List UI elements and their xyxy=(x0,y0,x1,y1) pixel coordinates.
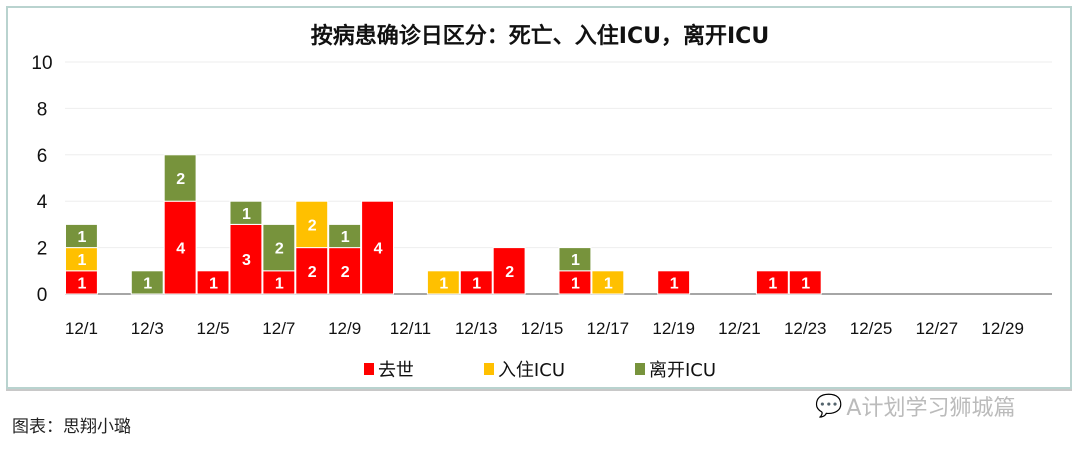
watermark: 💬 A计划学习狮城篇 xyxy=(815,390,1015,422)
x-tick-label: 12/7 xyxy=(262,319,295,338)
data-label: 2 xyxy=(341,264,350,281)
data-label: 1 xyxy=(670,275,679,292)
wechat-icon: 💬 xyxy=(815,393,843,419)
data-label: 1 xyxy=(143,275,152,292)
bar-segment xyxy=(196,270,230,295)
legend-label: 入住ICU xyxy=(497,360,565,381)
legend-swatch xyxy=(483,363,494,375)
y-tick-label: 6 xyxy=(37,146,48,167)
bar-segment xyxy=(591,270,625,295)
x-tick-label: 12/25 xyxy=(850,319,893,338)
data-label: 1 xyxy=(275,275,284,292)
caption: 图表：思翔小璐 xyxy=(12,417,131,437)
y-tick-label: 0 xyxy=(37,285,48,306)
watermark-text: A计划学习狮城篇 xyxy=(846,396,1016,421)
legend-swatch xyxy=(363,363,374,375)
bar-segment xyxy=(295,200,329,249)
bar-segment xyxy=(459,270,493,295)
chart-title: 按病患确诊日区分：死亡、入住ICU，离开ICU xyxy=(310,24,770,49)
data-label: 2 xyxy=(176,171,185,188)
legend-item-icu-out: 离开ICU xyxy=(635,356,716,382)
data-label: 1 xyxy=(209,275,218,292)
bar-segment xyxy=(328,223,362,249)
legend-label: 离开ICU xyxy=(649,360,717,381)
y-tick-label: 4 xyxy=(37,192,48,213)
x-tick-label: 12/9 xyxy=(328,319,361,338)
data-label: 1 xyxy=(341,229,350,246)
bar-segment xyxy=(163,154,197,202)
x-tick-label: 12/21 xyxy=(718,319,761,338)
bar-segment xyxy=(492,247,526,295)
y-tick-label: 2 xyxy=(37,239,48,260)
data-label: 1 xyxy=(472,275,481,292)
legend-item-death: 去世 xyxy=(363,356,414,382)
x-tick-label: 12/19 xyxy=(652,319,695,338)
x-tick-label: 12/27 xyxy=(916,319,959,338)
y-tick-label: 8 xyxy=(37,99,48,120)
data-label: 1 xyxy=(439,275,448,292)
data-label: 1 xyxy=(801,275,810,292)
data-label: 2 xyxy=(308,264,317,281)
bar-segment xyxy=(163,200,197,295)
x-tick-label: 12/1 xyxy=(65,319,98,338)
bar-segment xyxy=(558,247,592,272)
legend-item-icu-in: 入住ICU xyxy=(483,356,565,382)
data-label: 4 xyxy=(176,241,185,258)
bar-segment xyxy=(295,247,329,295)
x-tick-label: 12/3 xyxy=(131,319,164,338)
data-label: 2 xyxy=(308,217,317,234)
data-label: 2 xyxy=(505,264,514,281)
bar-segment xyxy=(229,200,263,225)
data-label: 1 xyxy=(77,275,86,292)
bar-segment xyxy=(361,200,395,295)
data-label: 1 xyxy=(242,206,251,223)
legend: 去世 入住ICU 离开ICU xyxy=(0,356,1080,382)
x-tick-label: 12/15 xyxy=(521,319,564,338)
bar-segment xyxy=(426,270,460,295)
data-label: 1 xyxy=(604,275,613,292)
data-label: 1 xyxy=(768,275,777,292)
legend-swatch xyxy=(635,363,645,375)
x-tick-label: 12/11 xyxy=(390,319,431,338)
x-tick-label: 12/17 xyxy=(587,319,630,338)
x-tick-label: 12/13 xyxy=(455,319,498,338)
bar-segment xyxy=(65,223,98,249)
y-tick-label: 10 xyxy=(31,53,52,74)
x-tick-label: 12/23 xyxy=(784,319,827,338)
x-tick-label: 12/29 xyxy=(981,319,1024,338)
data-label: 1 xyxy=(77,229,86,246)
data-label: 2 xyxy=(275,241,284,258)
bar-segment xyxy=(130,270,164,295)
bar-segment xyxy=(755,270,789,295)
data-label: 4 xyxy=(374,241,383,258)
x-tick-label: 12/5 xyxy=(197,319,230,338)
data-label: 1 xyxy=(571,252,580,269)
bar-segment xyxy=(657,270,691,295)
data-label: 1 xyxy=(77,252,86,269)
data-label: 1 xyxy=(571,275,580,292)
data-label: 3 xyxy=(242,252,251,269)
bar-segment xyxy=(262,223,296,272)
bar-segment xyxy=(788,270,822,295)
legend-label: 去世 xyxy=(377,360,414,381)
